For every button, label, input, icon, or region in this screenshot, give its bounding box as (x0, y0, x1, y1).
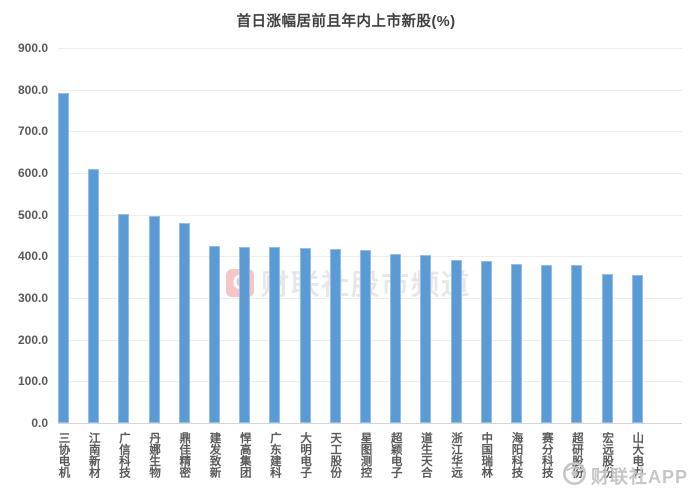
x-tick-label: 丹娜生物 (148, 432, 161, 478)
bar-宏远股份 (601, 273, 613, 423)
x-tick-label: 中国瑞林 (480, 432, 493, 478)
gridline (58, 172, 682, 174)
y-axis: 900.0 800.0 700.0 600.0 500.0 400.0 300.0 200.0… (0, 41, 48, 430)
y-tick-label: 200.0 (17, 332, 48, 347)
gridline (58, 89, 682, 91)
bar-赛分科技 (541, 264, 553, 423)
x-tick-label: 宏远股份 (601, 432, 614, 478)
y-tick-label: 900.0 (17, 41, 48, 55)
bar-中国瑞林 (480, 261, 492, 423)
x-axis: 三协电机 江南新材 广信科技 丹娜生物 鼎佳精密 建发致新 悍高集团 广东建科 大明电子 天工股份… (58, 430, 682, 492)
y-tick-label: 800.0 (17, 82, 48, 97)
gridline (58, 131, 682, 133)
x-axis-line (58, 423, 682, 424)
gridline (58, 214, 682, 216)
x-tick-label: 海阳科技 (510, 432, 523, 478)
bar-江南新材 (88, 168, 100, 423)
x-tick-label: 江南新材 (87, 432, 100, 478)
y-tick-label: 500.0 (17, 207, 48, 222)
x-tick-label: 山大电力 (631, 432, 644, 478)
x-tick-label: 超颖电子 (389, 432, 402, 478)
x-tick-label: 赛分科技 (540, 432, 553, 478)
bar-广东建科 (269, 247, 281, 423)
bar-海阳科技 (511, 263, 522, 423)
x-tick-label: 建发致新 (208, 432, 221, 478)
y-tick-label: 0.0 (31, 416, 48, 430)
y-tick-label: 300.0 (17, 290, 48, 305)
bar-星图测控 (360, 249, 371, 423)
bar-悍高集团 (239, 246, 251, 423)
watermark-app: 财联社APP (562, 461, 688, 491)
bar-道生天合 (420, 255, 432, 423)
x-tick-label: 悍高集团 (238, 432, 251, 478)
x-tick-label: 浙江华远 (450, 432, 463, 478)
bar-三协电机 (58, 93, 69, 423)
x-tick-label: 道生天合 (419, 432, 432, 478)
x-tick-label: 广东建科 (268, 432, 281, 478)
bar-天工股份 (329, 248, 341, 423)
bar-建发致新 (209, 246, 220, 423)
chart-title: 首日涨幅居前且年内上市新股(%) (236, 14, 456, 30)
y-tick-label: 100.0 (17, 374, 48, 389)
y-tick-label: 400.0 (17, 249, 48, 264)
y-tick-label: 700.0 (17, 124, 48, 139)
x-tick-label: 鼎佳精密 (178, 432, 191, 478)
bar-浙江华远 (450, 259, 462, 423)
y-tick-label: 600.0 (17, 165, 48, 180)
plot-area (58, 48, 682, 424)
x-tick-label: 超研股份 (570, 432, 583, 478)
bar-大明电子 (299, 248, 311, 423)
bar-丹娜生物 (148, 215, 160, 423)
x-tick-label: 大明电子 (299, 432, 312, 478)
x-tick-label: 星图测控 (359, 432, 372, 478)
bar-超研股份 (571, 265, 583, 423)
bar-超颖电子 (390, 254, 402, 423)
x-tick-label: 三协电机 (57, 432, 70, 478)
bar-鼎佳精密 (178, 223, 190, 423)
watermark-app-text: 财联社APP (590, 467, 688, 487)
bar-山大电力 (631, 274, 643, 423)
x-tick-label: 天工股份 (329, 432, 342, 478)
cailianshe-eye-icon (562, 461, 587, 491)
x-tick-label: 广信科技 (117, 432, 130, 478)
gridline (58, 48, 682, 49)
bar-广信科技 (118, 214, 130, 423)
